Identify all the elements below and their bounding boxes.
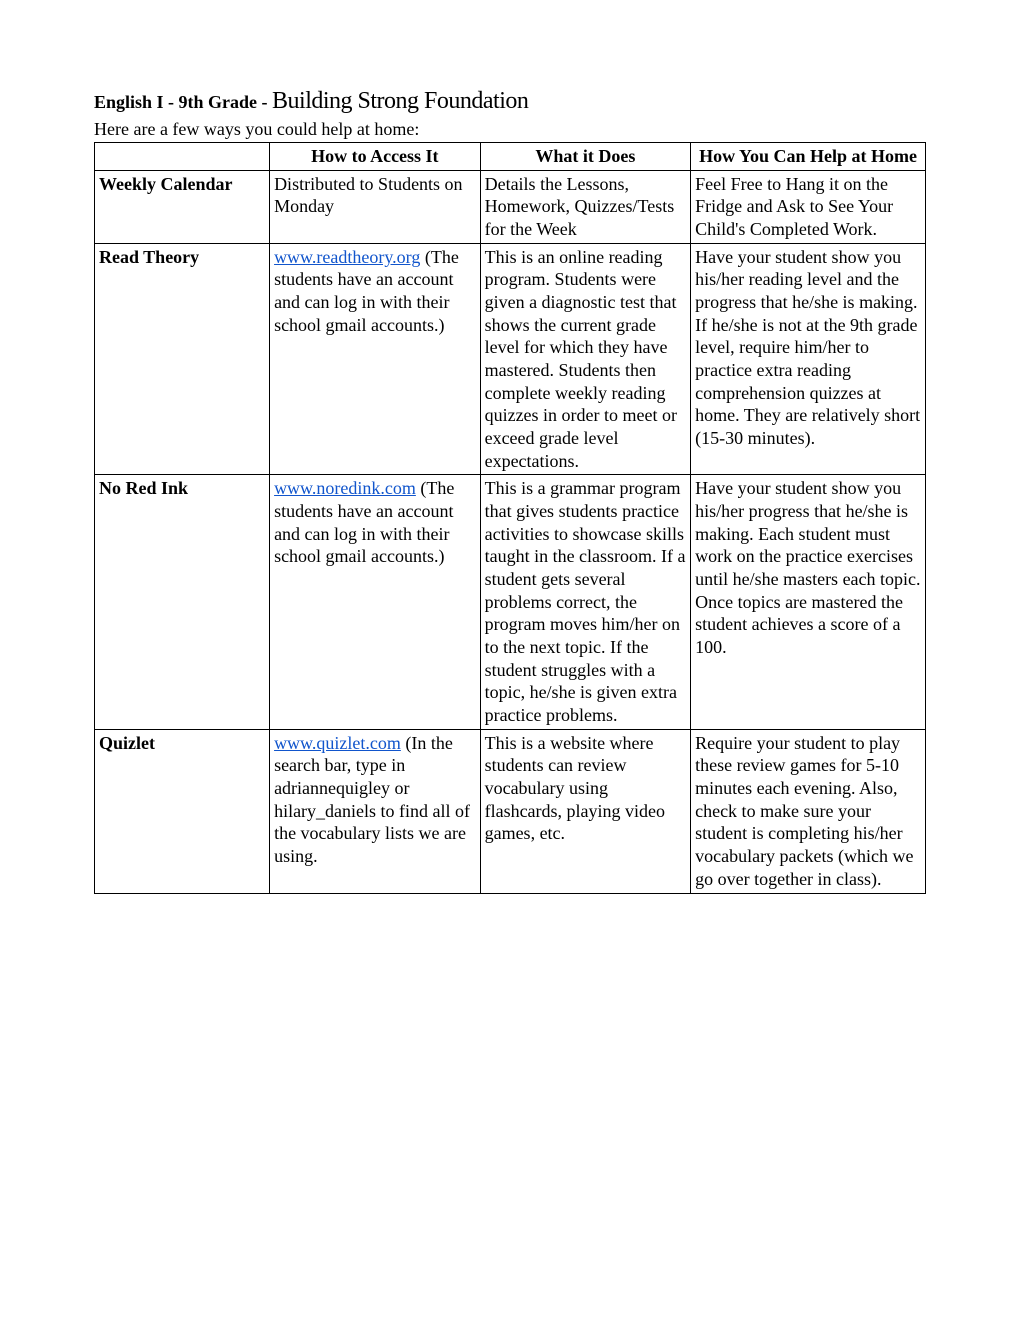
resources-table: How to Access It What it Does How You Ca…: [94, 142, 926, 894]
resource-access: www.readtheory.org (The students have an…: [270, 243, 481, 475]
title-prefix: English I - 9th Grade -: [94, 92, 272, 112]
resource-name: Read Theory: [95, 243, 270, 475]
header-does: What it Does: [480, 143, 691, 171]
table-row: Quizletwww.quizlet.com (In the search ba…: [95, 729, 926, 893]
header-access: How to Access It: [270, 143, 481, 171]
resource-does: Details the Lessons, Homework, Quizzes/T…: [480, 170, 691, 243]
resource-name: Weekly Calendar: [95, 170, 270, 243]
resource-access: www.noredink.com (The students have an a…: [270, 475, 481, 729]
page-title: English I - 9th Grade - Building Strong …: [94, 88, 926, 115]
resource-link[interactable]: www.quizlet.com: [274, 733, 401, 753]
resource-link[interactable]: www.readtheory.org: [274, 247, 420, 267]
resource-access: Distributed to Students on Monday: [270, 170, 481, 243]
intro-text: Here are a few ways you could help at ho…: [94, 119, 926, 140]
resource-link[interactable]: www.noredink.com: [274, 478, 416, 498]
resource-help: Have your student show you his/her progr…: [691, 475, 926, 729]
resource-name: No Red Ink: [95, 475, 270, 729]
table-row: Read Theorywww.readtheory.org (The stude…: [95, 243, 926, 475]
table-header-row: How to Access It What it Does How You Ca…: [95, 143, 926, 171]
header-resource: [95, 143, 270, 171]
table-row: Weekly CalendarDistributed to Students o…: [95, 170, 926, 243]
resource-does: This is a grammar program that gives stu…: [480, 475, 691, 729]
resource-does: This is a website where students can rev…: [480, 729, 691, 893]
resource-help: Have your student show you his/her readi…: [691, 243, 926, 475]
resource-access: www.quizlet.com (In the search bar, type…: [270, 729, 481, 893]
resource-does: This is an online reading program. Stude…: [480, 243, 691, 475]
header-help: How You Can Help at Home: [691, 143, 926, 171]
resource-help: Feel Free to Hang it on the Fridge and A…: [691, 170, 926, 243]
title-script: Building Strong Foundation: [272, 88, 528, 114]
resource-help: Require your student to play these revie…: [691, 729, 926, 893]
table-row: No Red Inkwww.noredink.com (The students…: [95, 475, 926, 729]
resource-name: Quizlet: [95, 729, 270, 893]
